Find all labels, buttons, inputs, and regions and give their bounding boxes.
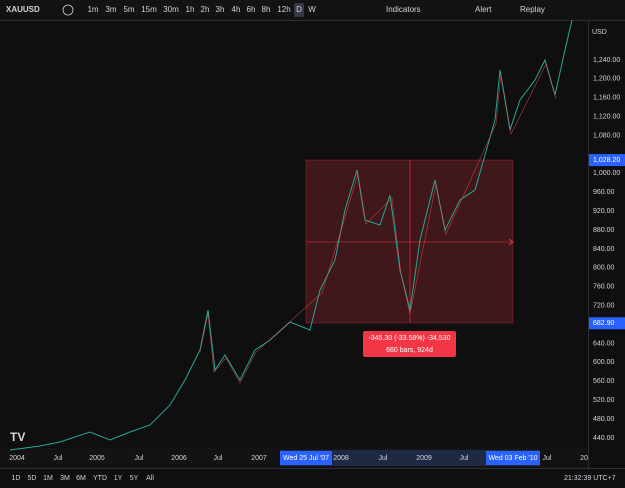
measure-arrow — [508, 238, 514, 246]
top-toolbar — [0, 0, 625, 20]
price-trace — [9, 19, 573, 451]
range-button[interactable]: 5Y — [130, 475, 139, 482]
interval[interactable]: 15m — [141, 5, 157, 14]
time-label: Jul — [135, 455, 144, 462]
price-label: 920.00 — [593, 208, 615, 215]
price-label: 1,160.00 — [593, 95, 620, 102]
price-trace-red — [199, 63, 557, 384]
range-start-bg — [280, 451, 332, 465]
add-symbol[interactable] — [62, 4, 74, 16]
price-label: 760.00 — [593, 284, 615, 291]
interval[interactable]: 6h — [247, 5, 256, 14]
time-label: Jul — [460, 455, 469, 462]
time-label: 2008 — [333, 455, 349, 462]
time-label: Jul — [54, 455, 63, 462]
price-label: 1,000.00 — [593, 170, 620, 177]
price-label: 1,120.00 — [593, 114, 620, 121]
time-label: 20 — [580, 455, 588, 462]
time-label: Jul — [543, 455, 552, 462]
range-button[interactable]: YTD — [93, 475, 107, 482]
price-highlight-bg — [589, 154, 625, 167]
price-label: 440.00 — [593, 435, 615, 442]
time-label: 2004 — [9, 455, 25, 462]
currency[interactable]: USD — [592, 29, 607, 36]
measure-line2: 660 bars, 924d — [386, 347, 433, 354]
price-label: 520.00 — [593, 397, 615, 404]
price-label: 600.00 — [593, 359, 615, 366]
interval[interactable]: 5m — [123, 5, 134, 14]
time-range-band — [280, 450, 540, 466]
time-label: Jul — [214, 455, 223, 462]
range-start: Wed 25 Jul '07 — [283, 455, 329, 462]
clock: 21:32:39 UTC+7 — [564, 475, 616, 482]
interval[interactable]: W — [308, 5, 316, 14]
logo: TV — [10, 430, 25, 444]
price-label: 800.00 — [593, 265, 615, 272]
time-label: 2009 — [416, 455, 432, 462]
range-button[interactable]: All — [146, 475, 154, 482]
time-label: 2006 — [171, 455, 187, 462]
price-label: 1,080.00 — [593, 132, 620, 139]
range-button[interactable]: 1Y — [114, 475, 123, 482]
interval[interactable]: 4h — [232, 5, 241, 14]
range-button[interactable]: 3M — [60, 475, 70, 482]
range-end: Wed 03 Feb '10 — [488, 455, 537, 462]
replay[interactable]: Replay — [520, 5, 545, 14]
time-label: 2007 — [251, 455, 267, 462]
price-highlight: 682.90 — [593, 320, 615, 327]
price-highlight: 1,028.20 — [593, 157, 620, 164]
range-end-bg — [486, 451, 540, 465]
price-label: 880.00 — [593, 227, 615, 234]
price-label: 840.00 — [593, 246, 615, 253]
interval[interactable]: 12h — [277, 5, 290, 14]
interval[interactable]: 3m — [105, 5, 116, 14]
range-button[interactable]: 6M — [76, 475, 86, 482]
interval[interactable]: 1m — [87, 5, 98, 14]
measure-label-bg — [363, 331, 456, 357]
price-label: 1,240.00 — [593, 57, 620, 64]
measure-box — [305, 159, 514, 324]
measure-line1: -345.30 (-33.58%) -34,530 — [368, 335, 450, 342]
range-button[interactable]: 1D — [12, 475, 21, 482]
range-button[interactable]: 5D — [28, 475, 37, 482]
interval[interactable]: 1h — [186, 5, 195, 14]
price-label: 640.00 — [593, 340, 615, 347]
interval[interactable]: 30m — [163, 5, 179, 14]
time-label: Jul — [379, 455, 388, 462]
price-label: 480.00 — [593, 416, 615, 423]
price-label: 720.00 — [593, 303, 615, 310]
symbol[interactable]: XAUUSD — [6, 5, 40, 14]
price-highlight-bg — [589, 317, 625, 330]
price-label: 1,200.00 — [593, 76, 620, 83]
interval[interactable]: D — [296, 5, 302, 14]
price-label: 560.00 — [593, 378, 615, 385]
interval[interactable]: 8h — [262, 5, 271, 14]
indicators[interactable]: Indicators — [386, 5, 421, 14]
price-label: 960.00 — [593, 189, 615, 196]
time-label: 2005 — [89, 455, 105, 462]
range-button[interactable]: 1M — [43, 475, 53, 482]
alert[interactable]: Alert — [475, 5, 492, 14]
interval[interactable]: 3h — [216, 5, 225, 14]
active-interval-bg — [294, 3, 304, 17]
interval[interactable]: 2h — [201, 5, 210, 14]
